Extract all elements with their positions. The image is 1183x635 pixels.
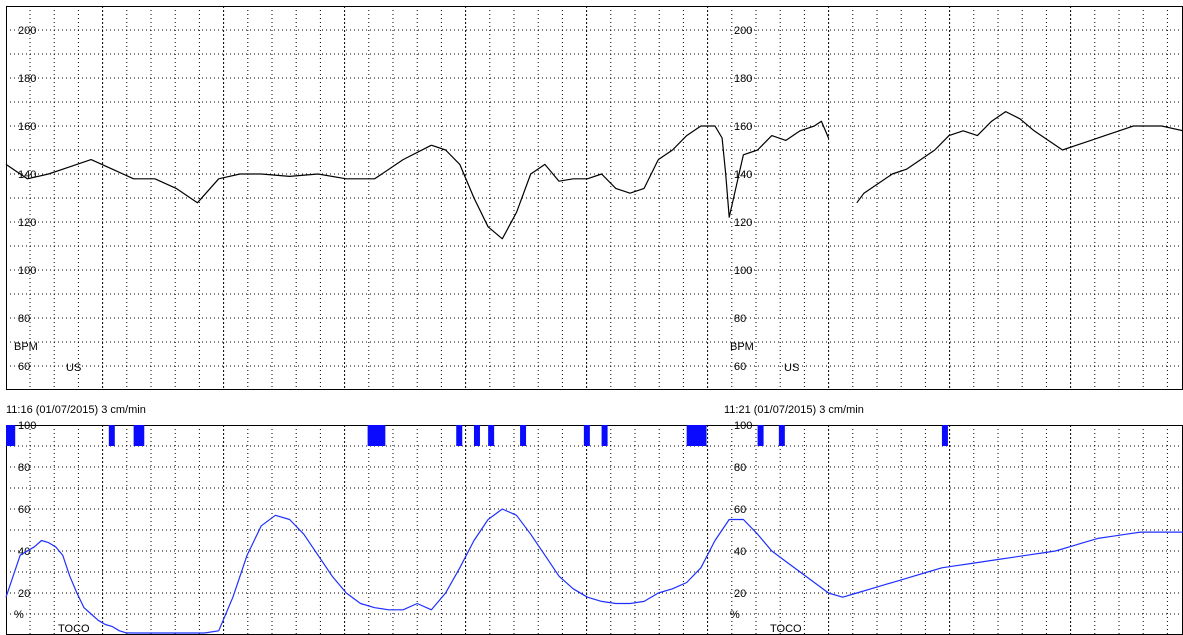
toco-right-channel-label: TOCO bbox=[770, 623, 802, 635]
fhr-left-tick-label: 80 bbox=[18, 313, 30, 325]
fhr-right-tick-label: 180 bbox=[734, 73, 752, 85]
toco-axis-right: 20 40 60 80 100% TOCO bbox=[730, 420, 802, 635]
fhr-left-tick-label: 160 bbox=[18, 121, 36, 133]
fhr-axis-right: 60 80 100 120 140 160 180 200 BPM US bbox=[730, 25, 799, 374]
toco-event-marker bbox=[488, 425, 495, 446]
toco-right-tick-label: 80 bbox=[734, 462, 746, 474]
toco-event-marker bbox=[941, 425, 948, 446]
fhr-right-tick-label: 160 bbox=[734, 121, 752, 133]
toco-right-tick-label: 20 bbox=[734, 588, 746, 600]
toco-left-tick-label: 60 bbox=[18, 504, 30, 516]
toco-left-tick-label: 20 bbox=[18, 588, 30, 600]
toco-event-marker bbox=[686, 425, 707, 446]
fhr-trace-segment bbox=[856, 111, 1183, 204]
fhr-trace-segment bbox=[657, 120, 830, 218]
fhr-left-tick-label: 200 bbox=[18, 25, 36, 37]
fhr-left-tick-label: 120 bbox=[18, 217, 36, 229]
fhr-right-tick-label: 140 bbox=[734, 169, 752, 181]
fhr-left-channel-label: US bbox=[66, 362, 81, 374]
toco-left-tick-label: 80 bbox=[18, 462, 30, 474]
toco-event-marker bbox=[757, 425, 764, 446]
toco-left-channel-label: TOCO bbox=[58, 623, 90, 635]
toco-left-unit-label: % bbox=[14, 609, 24, 621]
toco-trace-line bbox=[5, 508, 1183, 634]
toco-event-marker bbox=[601, 425, 608, 446]
toco-event-marker bbox=[473, 425, 480, 446]
toco-event-marker bbox=[456, 425, 463, 446]
fhr-gridlines bbox=[6, 6, 1183, 390]
fhr-left-tick-label: 60 bbox=[18, 361, 30, 373]
fhr-trace-segment bbox=[431, 144, 659, 240]
toco-right-unit-label: % bbox=[730, 609, 740, 621]
toco-event-marker bbox=[108, 425, 115, 446]
toco-right-tick-label: 60 bbox=[734, 504, 746, 516]
toco-event-marker bbox=[520, 425, 527, 446]
fhr-right-tick-label: 60 bbox=[734, 361, 746, 373]
fhr-right-tick-label: 120 bbox=[734, 217, 752, 229]
fhr-right-tick-label: 100 bbox=[734, 265, 752, 277]
toco-event-marker bbox=[367, 425, 386, 446]
toco-gridlines bbox=[6, 425, 1183, 635]
toco-event-marker bbox=[583, 425, 590, 446]
toco-right-tick-label: 100 bbox=[734, 420, 752, 432]
toco-right-tick-label: 40 bbox=[734, 546, 746, 558]
fhr-right-channel-label: US bbox=[784, 362, 799, 374]
toco-event-marker bbox=[133, 425, 145, 446]
fhr-right-tick-label: 80 bbox=[734, 313, 746, 325]
toco-contraction-trace bbox=[5, 508, 1183, 634]
fhr-right-tick-label: 200 bbox=[734, 25, 752, 37]
toco-event-marker bbox=[6, 425, 16, 446]
toco-event-markers bbox=[6, 425, 948, 446]
fhr-right-unit-label: BPM bbox=[730, 341, 754, 353]
header-right-timestamp: 11:21 (01/07/2015) 3 cm/min bbox=[724, 404, 864, 416]
fhr-left-tick-label: 100 bbox=[18, 265, 36, 277]
fhr-left-tick-label: 180 bbox=[18, 73, 36, 85]
header-left-timestamp: 11:16 (01/07/2015) 3 cm/min bbox=[6, 404, 146, 416]
fhr-left-unit-label: BPM bbox=[14, 341, 38, 353]
toco-event-marker bbox=[778, 425, 785, 446]
toco-left-tick-label: 100 bbox=[18, 420, 36, 432]
fhr-heart-rate-trace bbox=[5, 111, 1183, 240]
fhr-trace-segment bbox=[5, 144, 432, 204]
